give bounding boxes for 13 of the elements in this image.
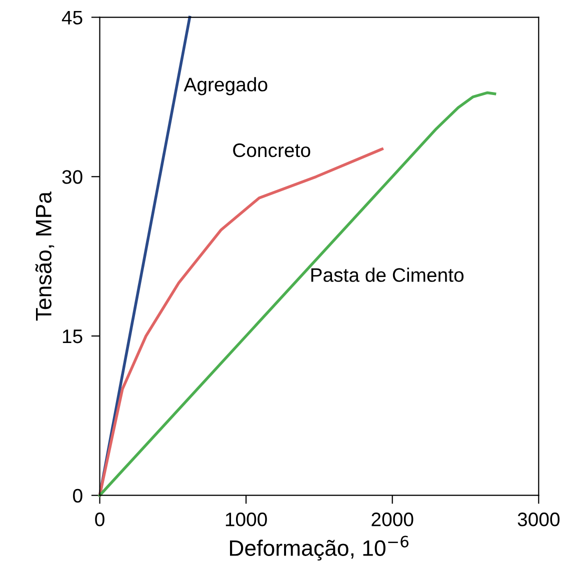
series-label: Agregado [184, 77, 268, 96]
y-tick-label: 15 [62, 330, 82, 344]
x-axis-title: Deformação, 10$^{−6}$ [230, 536, 408, 560]
x-tick-label: 2000 [372, 512, 414, 526]
series-label: Pasta de Cimento [311, 268, 464, 282]
x-tick-label: 3000 [518, 512, 560, 526]
y-tick-label: 45 [62, 10, 82, 25]
y-tick-label: 30 [62, 170, 82, 184]
series-label: Concreto [233, 143, 310, 158]
y-tick-label: 0 [73, 488, 82, 503]
y-axis-title: Tensão, MPa [35, 191, 54, 321]
x-tick-label: 0 [95, 512, 104, 526]
x-tick-label: 1000 [226, 512, 267, 526]
